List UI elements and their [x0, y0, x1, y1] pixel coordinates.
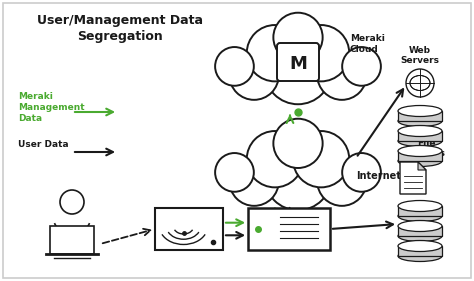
- Circle shape: [342, 47, 381, 86]
- Text: Internet: Internet: [356, 171, 401, 181]
- Text: User Data: User Data: [18, 140, 69, 149]
- FancyBboxPatch shape: [398, 151, 442, 161]
- Ellipse shape: [398, 135, 442, 146]
- Ellipse shape: [398, 155, 442, 167]
- Circle shape: [293, 25, 349, 81]
- Ellipse shape: [398, 221, 442, 232]
- Circle shape: [273, 13, 323, 62]
- FancyBboxPatch shape: [155, 208, 223, 250]
- Circle shape: [264, 143, 331, 210]
- Ellipse shape: [398, 126, 442, 137]
- FancyBboxPatch shape: [248, 208, 330, 250]
- Circle shape: [264, 37, 331, 104]
- Circle shape: [247, 25, 303, 81]
- FancyBboxPatch shape: [3, 3, 471, 278]
- FancyBboxPatch shape: [398, 246, 442, 256]
- Text: File
Servers: File Servers: [407, 139, 446, 158]
- Circle shape: [247, 131, 303, 187]
- Circle shape: [406, 69, 434, 97]
- FancyBboxPatch shape: [50, 226, 94, 254]
- Ellipse shape: [398, 201, 442, 212]
- FancyBboxPatch shape: [398, 131, 442, 141]
- Ellipse shape: [398, 146, 442, 157]
- Circle shape: [215, 153, 254, 192]
- Ellipse shape: [398, 210, 442, 221]
- FancyBboxPatch shape: [398, 206, 442, 216]
- Polygon shape: [418, 162, 426, 170]
- Circle shape: [342, 153, 381, 192]
- FancyBboxPatch shape: [398, 111, 442, 121]
- Ellipse shape: [398, 115, 442, 126]
- Ellipse shape: [398, 241, 442, 251]
- Circle shape: [317, 157, 366, 206]
- Ellipse shape: [398, 230, 442, 241]
- Ellipse shape: [398, 250, 442, 262]
- Circle shape: [317, 51, 366, 100]
- Polygon shape: [400, 162, 426, 194]
- Text: Meraki
Management
Data: Meraki Management Data: [18, 92, 85, 123]
- Circle shape: [215, 47, 254, 86]
- FancyBboxPatch shape: [398, 226, 442, 236]
- Text: Web
Servers: Web Servers: [401, 46, 439, 65]
- Text: M: M: [289, 55, 307, 73]
- Circle shape: [229, 157, 279, 206]
- FancyBboxPatch shape: [277, 43, 319, 81]
- Text: User/Management Data
Segregation: User/Management Data Segregation: [37, 14, 203, 43]
- Circle shape: [273, 119, 323, 168]
- Circle shape: [60, 190, 84, 214]
- Ellipse shape: [398, 105, 442, 117]
- Circle shape: [293, 131, 349, 187]
- Circle shape: [229, 51, 279, 100]
- Text: Meraki
Cloud: Meraki Cloud: [350, 34, 385, 54]
